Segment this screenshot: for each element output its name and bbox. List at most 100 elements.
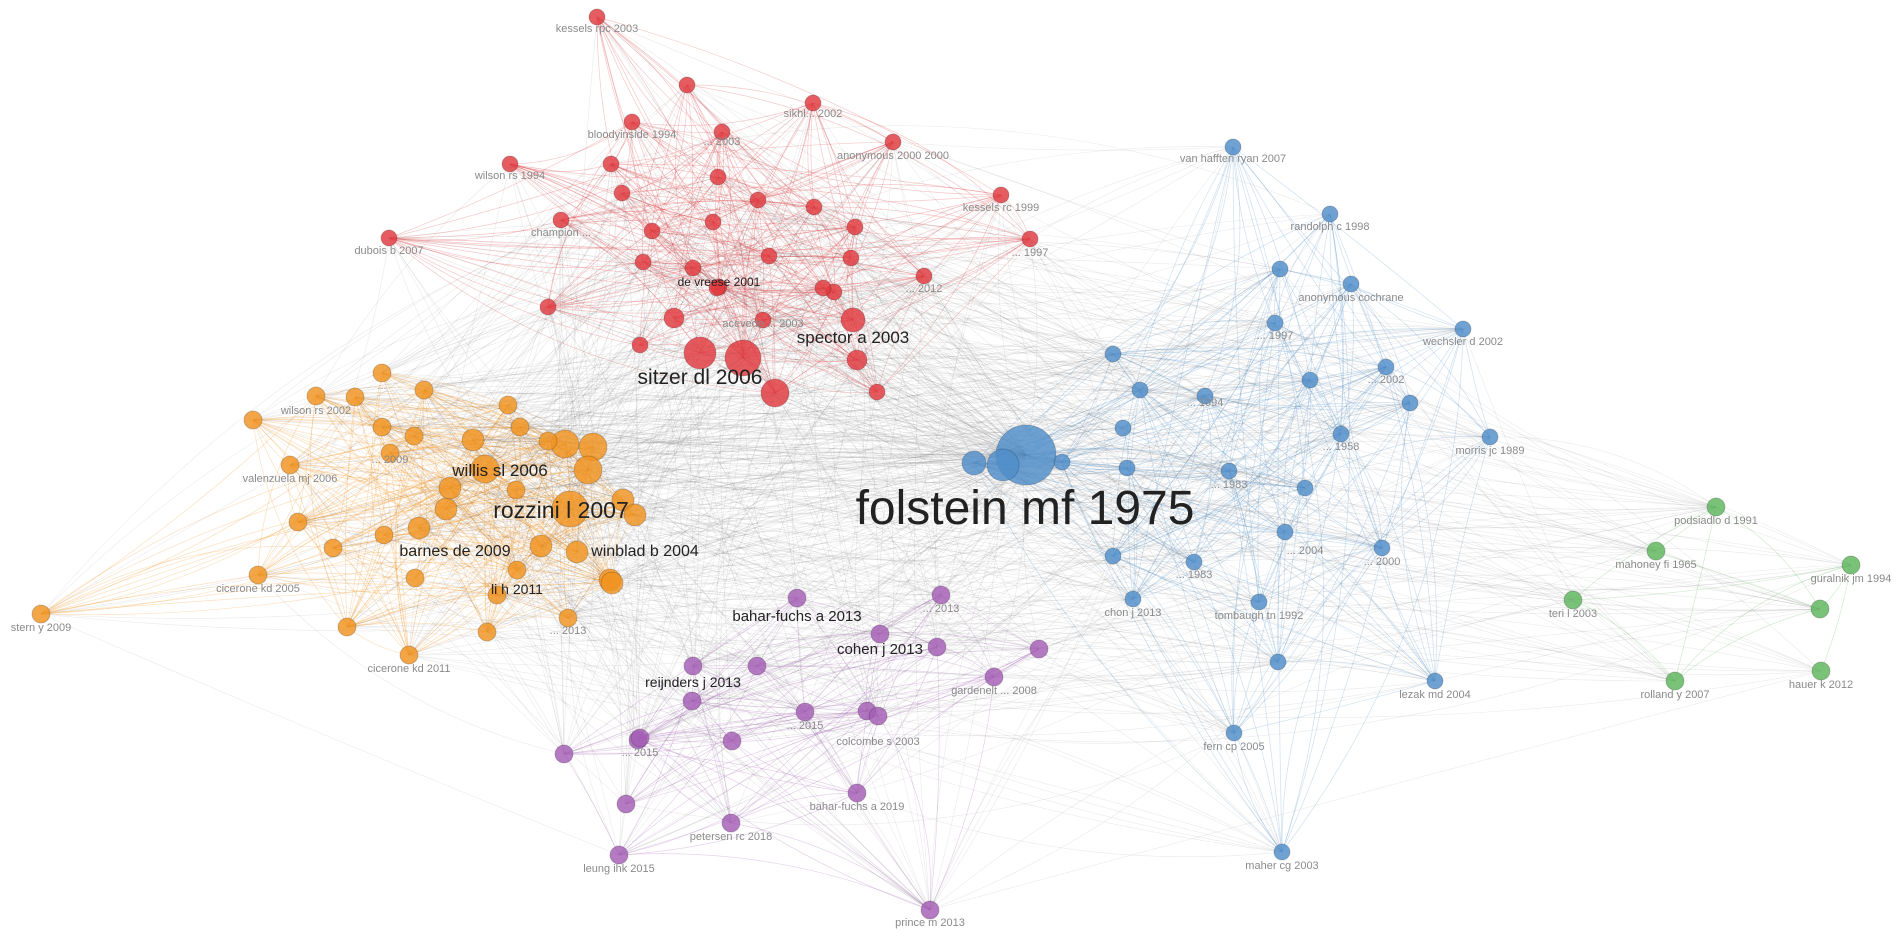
- publication-node-stern[interactable]: [31, 604, 51, 624]
- publication-node-cicerone05[interactable]: [248, 565, 268, 585]
- publication-node-b27[interactable]: [1269, 653, 1287, 671]
- publication-node-o17[interactable]: [506, 480, 526, 500]
- publication-node-b2[interactable]: [986, 448, 1020, 482]
- publication-node-p9[interactable]: [682, 691, 702, 711]
- publication-node-o25[interactable]: [434, 497, 458, 521]
- publication-node-r13[interactable]: [643, 222, 661, 240]
- publication-node-b22[interactable]: [1373, 539, 1391, 557]
- publication-node-o21[interactable]: [288, 512, 308, 532]
- publication-node-r36[interactable]: [846, 349, 868, 371]
- publication-node-p7[interactable]: [747, 656, 767, 676]
- publication-node-wilsonrs[interactable]: [306, 386, 326, 406]
- publication-node-r9[interactable]: [709, 168, 727, 186]
- publication-node-p4[interactable]: [927, 637, 947, 657]
- publication-node-b8[interactable]: [1266, 314, 1284, 332]
- publication-node-fern[interactable]: [1225, 724, 1243, 742]
- publication-node-b12[interactable]: [1377, 358, 1395, 376]
- publication-node-b10[interactable]: [1104, 345, 1122, 363]
- publication-node-wilson94[interactable]: [501, 155, 519, 173]
- publication-node-r20[interactable]: [634, 253, 652, 271]
- publication-node-o6[interactable]: [510, 417, 530, 437]
- publication-node-o22[interactable]: [374, 525, 394, 545]
- publication-node-o38[interactable]: [345, 387, 365, 407]
- publication-node-hauer[interactable]: [1811, 661, 1831, 681]
- publication-node-kessels99[interactable]: [992, 186, 1010, 204]
- publication-node-r21[interactable]: [684, 259, 702, 277]
- publication-node-o16[interactable]: [573, 455, 603, 485]
- publication-node-r15[interactable]: [749, 191, 767, 209]
- publication-node-r12[interactable]: [613, 184, 631, 202]
- publication-node-prince[interactable]: [920, 900, 940, 920]
- publication-node-bahar2019[interactable]: [847, 783, 867, 803]
- publication-node-o29[interactable]: [529, 534, 553, 558]
- publication-node-r29[interactable]: [754, 311, 772, 329]
- publication-node-b23[interactable]: [1185, 553, 1203, 571]
- publication-node-leung[interactable]: [609, 845, 629, 865]
- publication-node-r33[interactable]: [631, 336, 649, 354]
- publication-node-r8[interactable]: [602, 155, 620, 173]
- publication-node-b3[interactable]: [961, 450, 987, 476]
- publication-node-o15[interactable]: [538, 431, 558, 451]
- publication-node-gardenelt[interactable]: [984, 667, 1004, 687]
- publication-node-b13[interactable]: [1196, 387, 1214, 405]
- publication-node-b20[interactable]: [1118, 459, 1136, 477]
- publication-node-rozzini[interactable]: [551, 490, 589, 528]
- publication-node-b24[interactable]: [1104, 547, 1122, 565]
- publication-node-o8[interactable]: [404, 426, 424, 446]
- publication-node-o14[interactable]: [461, 428, 485, 452]
- publication-node-b14[interactable]: [1301, 371, 1319, 389]
- publication-node-o40[interactable]: [487, 585, 507, 605]
- publication-node-o20[interactable]: [623, 503, 647, 527]
- publication-node-r31[interactable]: [814, 279, 832, 297]
- publication-node-colcombe[interactable]: [868, 706, 888, 726]
- publication-node-o26[interactable]: [323, 538, 343, 558]
- publication-node-r26[interactable]: [915, 267, 933, 285]
- publication-node-r38[interactable]: [868, 383, 886, 401]
- publication-node-r28[interactable]: [663, 307, 685, 329]
- publication-node-reijnders[interactable]: [683, 656, 703, 676]
- publication-node-r23[interactable]: [842, 249, 860, 267]
- publication-node-r14[interactable]: [704, 213, 722, 231]
- publication-node-o34[interactable]: [477, 622, 497, 642]
- publication-node-r37[interactable]: [760, 378, 790, 408]
- publication-node-anonymous[interactable]: [1342, 275, 1360, 293]
- publication-node-r6[interactable]: [884, 133, 902, 151]
- publication-node-guralnik[interactable]: [1841, 555, 1861, 575]
- publication-node-p21[interactable]: [630, 728, 650, 748]
- publication-node-willis[interactable]: [470, 454, 500, 484]
- publication-node-p14[interactable]: [722, 731, 742, 751]
- publication-node-r35[interactable]: [724, 339, 762, 377]
- publication-node-li2011[interactable]: [507, 560, 527, 580]
- publication-node-tombaugh[interactable]: [1250, 593, 1268, 611]
- publication-node-r16[interactable]: [805, 198, 823, 216]
- publication-node-spector[interactable]: [840, 307, 866, 333]
- publication-node-kessels[interactable]: [588, 8, 606, 26]
- publication-node-r30[interactable]: [708, 279, 726, 297]
- publication-node-o4[interactable]: [414, 380, 434, 400]
- publication-node-rolland[interactable]: [1665, 671, 1685, 691]
- publication-node-o37[interactable]: [600, 571, 624, 595]
- publication-node-r19[interactable]: [846, 218, 864, 236]
- publication-node-o5[interactable]: [498, 395, 518, 415]
- publication-node-wechsler[interactable]: [1454, 320, 1472, 338]
- publication-node-morris[interactable]: [1481, 428, 1499, 446]
- publication-node-b16[interactable]: [1332, 425, 1350, 443]
- publication-node-mahoney[interactable]: [1646, 541, 1666, 561]
- publication-node-o9[interactable]: [380, 443, 400, 463]
- publication-node-p2[interactable]: [931, 585, 951, 605]
- publication-node-r3[interactable]: [678, 76, 696, 94]
- publication-node-cohen[interactable]: [870, 624, 890, 644]
- publication-node-p5[interactable]: [1029, 639, 1049, 659]
- publication-node-b19[interactable]: [1220, 462, 1238, 480]
- publication-node-o1[interactable]: [243, 410, 263, 430]
- publication-node-g5[interactable]: [1810, 599, 1830, 619]
- publication-node-petersen[interactable]: [721, 813, 741, 833]
- publication-node-o3[interactable]: [372, 363, 392, 383]
- publication-node-b31[interactable]: [1276, 523, 1294, 541]
- publication-node-randolph[interactable]: [1321, 205, 1339, 223]
- publication-node-lezak[interactable]: [1426, 672, 1444, 690]
- publication-node-sikhl[interactable]: [804, 94, 822, 112]
- publication-node-teri[interactable]: [1563, 590, 1583, 610]
- publication-node-podsiadlo[interactable]: [1706, 497, 1726, 517]
- publication-node-bahar2013[interactable]: [787, 588, 807, 608]
